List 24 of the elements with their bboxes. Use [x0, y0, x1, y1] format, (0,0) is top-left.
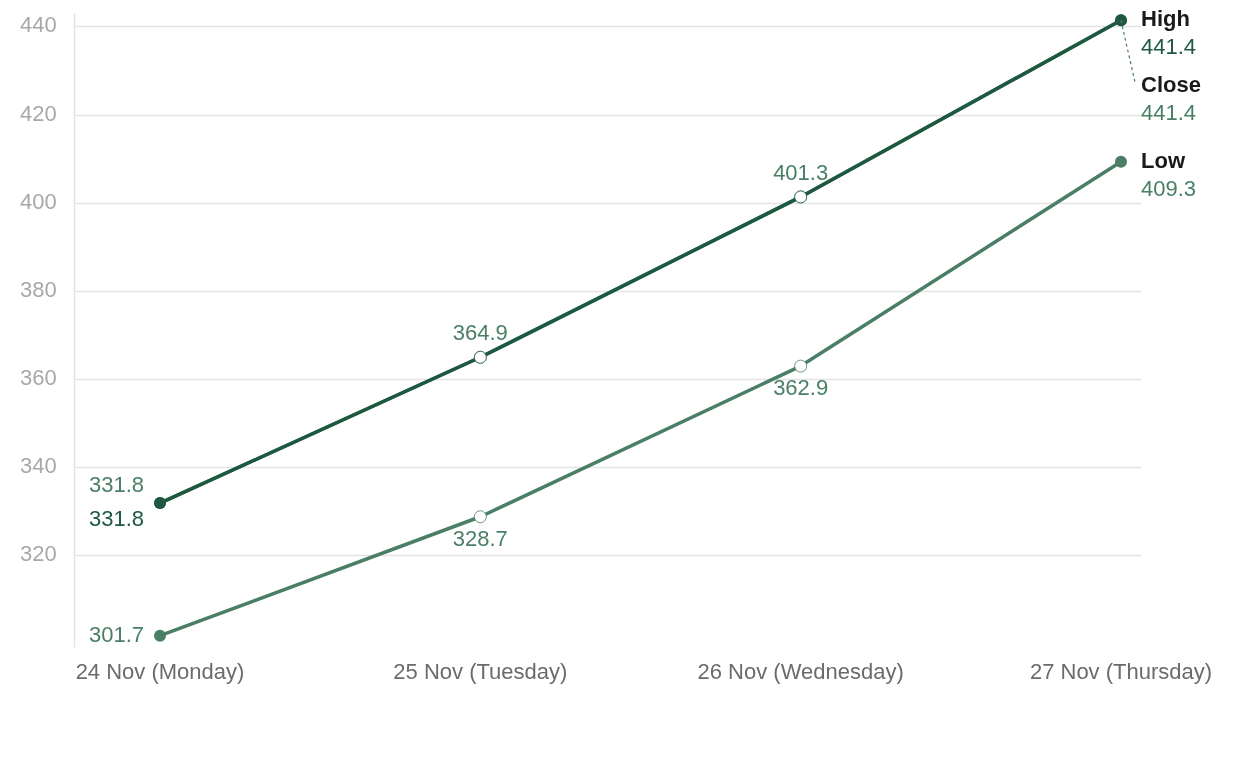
series-label: High: [1141, 6, 1190, 32]
y-tick-label: 400: [20, 188, 57, 214]
data-label: 409.3: [1141, 175, 1197, 201]
x-tick-label: 27 Nov (Thursday): [1029, 658, 1213, 684]
data-label: 441.4: [1141, 100, 1197, 126]
x-tick-label: 26 Nov (Wednesday): [697, 658, 904, 684]
data-label: 331.8: [88, 506, 144, 532]
y-tick-label: 420: [20, 100, 57, 126]
y-tick-label: 320: [20, 541, 57, 567]
data-label: 362.9: [773, 375, 829, 401]
y-tick-label: 340: [20, 453, 57, 479]
data-label: 301.7: [88, 621, 144, 647]
y-tick-label: 440: [20, 12, 57, 38]
text: Close: [1141, 72, 1201, 98]
x-tick-label: 24 Nov (Monday): [75, 658, 245, 684]
data-label: 328.7: [452, 525, 508, 551]
data-label: 441.4: [1141, 34, 1197, 60]
data-label: 401.3: [773, 159, 829, 185]
x-tick-label: 25 Nov (Tuesday): [393, 658, 568, 684]
y-tick-label: 360: [20, 364, 57, 390]
y-tick-label: 380: [20, 276, 57, 302]
series-label: Low: [1141, 147, 1186, 173]
data-label: 364.9: [452, 320, 508, 346]
data-label: 331.8: [88, 472, 144, 498]
